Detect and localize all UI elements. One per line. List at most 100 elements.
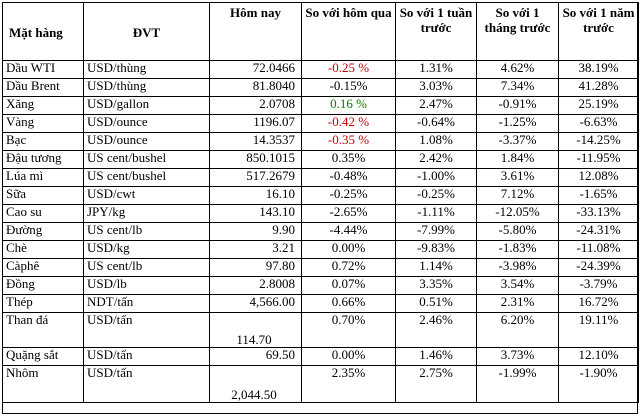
- table-row: Xăng USD/gallon 2.0708 0.16 % 2.47% -0.91% 25.…: [2, 96, 639, 115]
- change-vs-week: 1.46%: [395, 347, 477, 366]
- table-row: Lúa mì US cent/bushel 517.2679 -0.48% -1.00%…: [2, 168, 639, 187]
- change-vs-year: 16.72%: [558, 294, 639, 313]
- change-vs-month: 3.73%: [476, 347, 559, 366]
- change-vs-yesterday: 0.66%: [301, 294, 396, 313]
- change-vs-year: 38.19%: [558, 60, 639, 79]
- change-vs-month: 2.31%: [476, 294, 559, 313]
- change-vs-month: 7.34%: [476, 78, 559, 97]
- change-vs-yesterday: 0.70%: [301, 312, 396, 348]
- change-vs-month: -3.98%: [476, 258, 559, 277]
- today-price: 69.50: [209, 347, 302, 366]
- change-vs-yesterday: 0.16 %: [301, 96, 396, 115]
- change-vs-week: 3.35%: [395, 276, 477, 295]
- change-vs-month: -1.25%: [476, 114, 559, 133]
- change-vs-month: 3.61%: [476, 168, 559, 187]
- unit-cell: USD/gallon: [83, 96, 210, 115]
- today-price: 143.10: [209, 204, 302, 223]
- change-vs-month: -5.80%: [476, 222, 559, 241]
- header-cell: So với 1 tháng trước: [476, 2, 559, 61]
- change-vs-year: -1.90%: [558, 365, 639, 403]
- commodity-name: Xăng: [2, 96, 84, 115]
- change-vs-week: 3.03%: [395, 78, 477, 97]
- header-cell: Mặt hàng: [2, 2, 84, 61]
- change-vs-month: 6.20%: [476, 312, 559, 348]
- today-price: 9.90: [209, 222, 302, 241]
- unit-cell: US cent/bushel: [83, 150, 210, 169]
- today-price: 97.80: [209, 258, 302, 277]
- change-vs-month: 1.84%: [476, 150, 559, 169]
- change-vs-yesterday: -2.65%: [301, 204, 396, 223]
- today-price: 2,044.50: [209, 365, 302, 403]
- change-vs-yesterday: 0.72%: [301, 258, 396, 277]
- table-row: Thép NDT/tấn 4,566.00 0.66% 0.51% 2.31% 16.72%: [2, 294, 639, 313]
- unit-cell: USD/ounce: [83, 114, 210, 133]
- today-price: 81.8040: [209, 78, 302, 97]
- today-price: 2.8008: [209, 276, 302, 295]
- commodity-name: Quặng sắt: [2, 347, 84, 366]
- change-vs-year: 12.10%: [558, 347, 639, 366]
- unit-cell: USD/tấn: [83, 312, 210, 348]
- commodity-name: Sữa: [2, 186, 84, 205]
- commodity-name: Bạc: [2, 132, 84, 151]
- header-row: Mặt hàng ĐVT Hôm nay So với hôm qua So v…: [2, 2, 639, 61]
- change-vs-yesterday: 0.00%: [301, 347, 396, 366]
- commodity-name: Dầu WTI: [2, 60, 84, 79]
- change-vs-year: -24.31%: [558, 222, 639, 241]
- change-vs-year: 25.19%: [558, 96, 639, 115]
- unit-cell: USD/cwt: [83, 186, 210, 205]
- commodity-name: Vàng: [2, 114, 84, 133]
- commodity-name: Nhôm: [2, 365, 84, 403]
- table-row: Than đá USD/tấn 114.70 0.70% 2.46% 6.20% 19.11…: [2, 312, 639, 348]
- change-vs-year: 12.08%: [558, 168, 639, 187]
- change-vs-week: 1.08%: [395, 132, 477, 151]
- unit-cell: US cent/bushel: [83, 168, 210, 187]
- table-row: Đậu tương US cent/bushel 850.1015 0.35% 2.42…: [2, 150, 639, 169]
- change-vs-year: -33.13%: [558, 204, 639, 223]
- unit-cell: JPY/kg: [83, 204, 210, 223]
- change-vs-year: -11.95%: [558, 150, 639, 169]
- commodity-name: Đậu tương: [2, 150, 84, 169]
- change-vs-yesterday: -4.44%: [301, 222, 396, 241]
- today-price: 4,566.00: [209, 294, 302, 313]
- commodity-name: Cao su: [2, 204, 84, 223]
- table-row: Dầu Brent USD/thùng 81.8040 -0.15% 3.03% 7.34…: [2, 78, 639, 97]
- change-vs-year: 41.28%: [558, 78, 639, 97]
- table-row: Sữa USD/cwt 16.10 -0.25% -0.25% 7.12% -1.65%: [2, 186, 639, 205]
- table-row: Bạc USD/ounce 14.3537 -0.35 % 1.08% -3.37% -14…: [2, 132, 639, 151]
- change-vs-year: 19.11%: [558, 312, 639, 348]
- change-vs-yesterday: -0.25%: [301, 186, 396, 205]
- change-vs-month: -1.83%: [476, 240, 559, 259]
- unit-cell: USD/lb: [83, 276, 210, 295]
- today-price: 3.21: [209, 240, 302, 259]
- today-price: 517.2679: [209, 168, 302, 187]
- change-vs-month: 4.62%: [476, 60, 559, 79]
- change-vs-week: 2.42%: [395, 150, 477, 169]
- change-vs-week: -0.25%: [395, 186, 477, 205]
- commodity-name: Đồng: [2, 276, 84, 295]
- change-vs-week: 1.31%: [395, 60, 477, 79]
- change-vs-month: -3.37%: [476, 132, 559, 151]
- change-vs-year: -14.25%: [558, 132, 639, 151]
- change-vs-yesterday: -0.42 %: [301, 114, 396, 133]
- change-vs-month: -0.91%: [476, 96, 559, 115]
- change-vs-week: -0.64%: [395, 114, 477, 133]
- table-row: Càphê US cent/lb 97.80 0.72% 1.14% -3.98% -24.…: [2, 258, 639, 277]
- commodity-name: Chè: [2, 240, 84, 259]
- unit-cell: USD/tấn: [83, 347, 210, 366]
- unit-cell: USD/thùng: [83, 60, 210, 79]
- change-vs-yesterday: 0.00%: [301, 240, 396, 259]
- change-vs-week: -1.00%: [395, 168, 477, 187]
- today-price: 114.70: [209, 312, 302, 348]
- table-row: Đồng USD/lb 2.8008 0.07% 3.35% 3.54% -3.79%: [2, 276, 639, 295]
- change-vs-year: -24.39%: [558, 258, 639, 277]
- commodity-price-table: Mặt hàng ĐVT Hôm nay So với hôm qua So v…: [2, 2, 639, 403]
- change-vs-week: 2.47%: [395, 96, 477, 115]
- unit-cell: USD/ounce: [83, 132, 210, 151]
- today-price: 2.0708: [209, 96, 302, 115]
- table-row: Chè USD/kg 3.21 0.00% -9.83% -1.83% -11.08%: [2, 240, 639, 259]
- unit-cell: US cent/lb: [83, 258, 210, 277]
- commodity-name: Đường: [2, 222, 84, 241]
- header-cell: ĐVT: [83, 2, 210, 61]
- today-price: 14.3537: [209, 132, 302, 151]
